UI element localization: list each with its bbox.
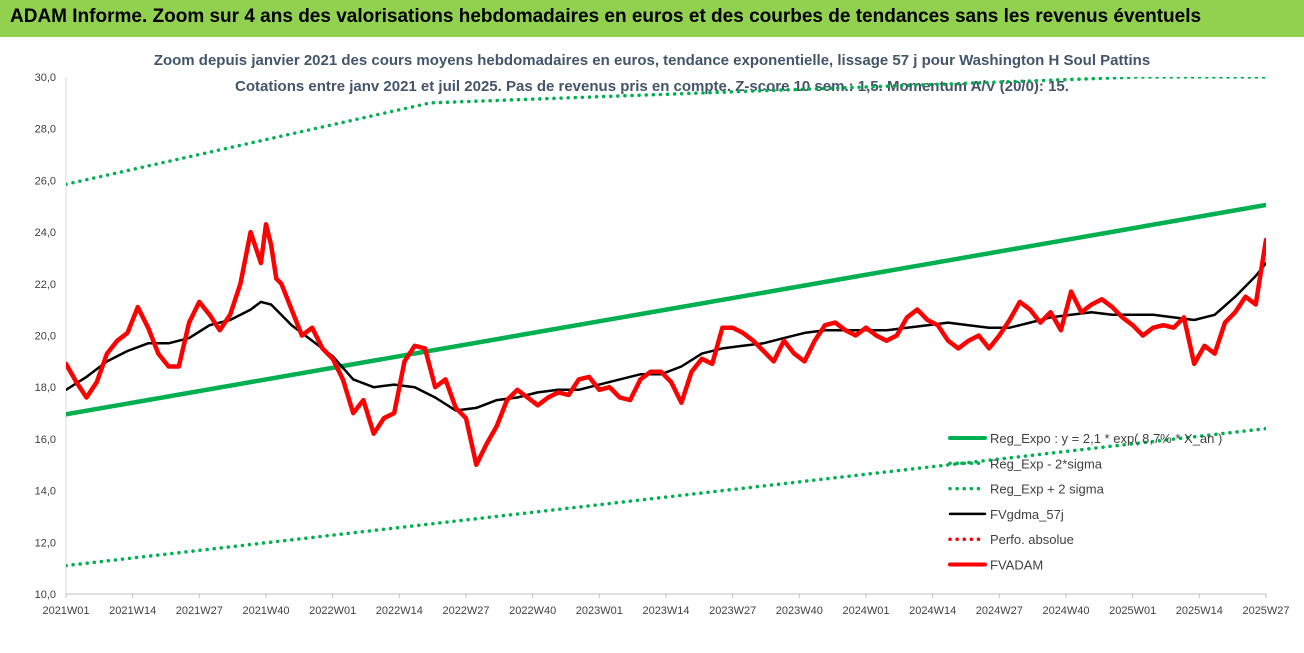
series-line-0 (66, 202, 1266, 417)
x-tick-label: 2025W27 (1242, 605, 1289, 617)
y-axis: 10,0 12,0 14,0 16,0 18,0 20,0 22,0 24,0 26,0 28,0… (35, 72, 67, 601)
legend-label: Reg_Exp - 2*sigma (990, 456, 1103, 471)
y-tick-label: 30,0 (35, 72, 56, 84)
x-tick-label: 2024W01 (842, 605, 889, 617)
series-line-1 (66, 426, 1266, 568)
x-tick-label: 2022W01 (309, 605, 356, 617)
x-tick-label: 2021W40 (242, 605, 289, 617)
y-tick-label: 14,0 (35, 486, 56, 498)
y-tick-label: 10,0 (35, 589, 56, 601)
series-line-3 (66, 261, 1266, 412)
legend-label: Perfo. absolue (990, 532, 1074, 547)
banner-title: ADAM Informe. Zoom sur 4 ans des valoris… (0, 0, 1304, 37)
chart-subtitle: Cotations entre janv 2021 et juil 2025. … (235, 78, 1069, 95)
x-tick-label: 2023W27 (709, 605, 756, 617)
legend-label: FVADAM (990, 558, 1043, 573)
y-tick-label: 26,0 (35, 175, 56, 187)
x-tick-label: 2024W27 (976, 605, 1023, 617)
series-layer (66, 77, 1266, 568)
legend-label: Reg_Exp + 2 sigma (990, 482, 1105, 497)
x-tick-label: 2021W14 (109, 605, 156, 617)
y-tick-label: 28,0 (35, 124, 56, 136)
x-tick-label: 2022W27 (442, 605, 489, 617)
x-tick-label: 2023W40 (776, 605, 823, 617)
legend: Reg_Expo : y = 2,1 * exp( 8,7% * X_an ) R… (948, 431, 1222, 573)
x-tick-label: 2023W01 (576, 605, 623, 617)
y-tick-label: 18,0 (35, 382, 56, 394)
y-tick-label: 20,0 (35, 331, 56, 343)
legend-label: FVgdma_57j (990, 507, 1064, 522)
x-tick-label: 2022W14 (376, 605, 423, 617)
y-tick-label: 16,0 (35, 434, 56, 446)
x-tick-label: 2021W01 (42, 605, 89, 617)
series-line-2 (66, 77, 1266, 187)
legend-label: Reg_Expo : y = 2,1 * exp( 8,7% * X_an ) (990, 431, 1222, 446)
x-tick-label: 2025W14 (1176, 605, 1223, 617)
x-tick-label: 2024W40 (1042, 605, 1089, 617)
x-tick-label: 2025W01 (1109, 605, 1156, 617)
y-tick-label: 12,0 (35, 537, 56, 549)
x-axis: 2021W01 2021W14 2021W27 2021W40 2022W01 2022W… (42, 593, 1290, 617)
x-tick-label: 2022W40 (509, 605, 556, 617)
x-tick-label: 2021W27 (176, 605, 223, 617)
x-tick-label: 2024W14 (909, 605, 956, 617)
y-tick-label: 24,0 (35, 227, 56, 239)
y-tick-label: 22,0 (35, 279, 56, 291)
x-tick-label: 2023W14 (642, 605, 689, 617)
chart-title: Zoom depuis janvier 2021 des cours moyen… (153, 52, 1151, 69)
series-line-5 (66, 222, 1266, 468)
